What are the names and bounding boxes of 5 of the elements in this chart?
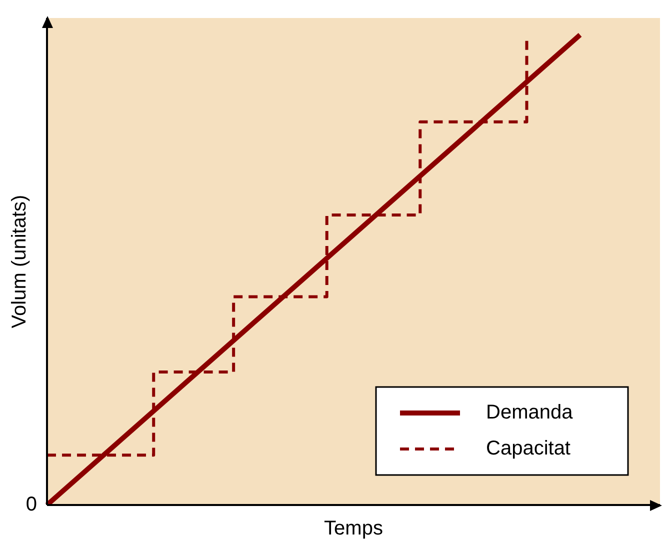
text: 0 [26, 494, 37, 516]
x-axis-title: Temps [324, 518, 383, 540]
y-axis-title: Volum (unitats) [8, 194, 31, 328]
legend-label: Capacitat [486, 438, 571, 460]
legend-label: Demanda [486, 402, 574, 424]
